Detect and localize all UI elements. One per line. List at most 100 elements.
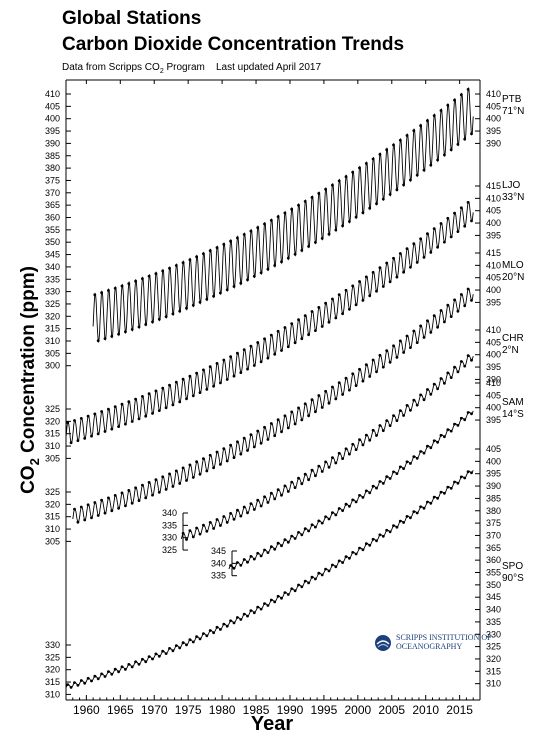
data-point [171, 485, 175, 488]
data-point [375, 486, 378, 490]
data-point [185, 479, 188, 482]
station-latitude: 71°N [502, 106, 524, 117]
data-point [334, 228, 338, 232]
data-point [222, 622, 226, 626]
data-point [117, 332, 120, 336]
data-point [164, 652, 168, 655]
data-point [412, 242, 416, 246]
data-point [307, 414, 310, 418]
y-tick-label: 325 [45, 404, 60, 414]
data-point [439, 309, 443, 312]
right-tick-label: 370 [486, 530, 501, 540]
data-point [195, 371, 199, 375]
data-point [290, 587, 294, 591]
data-point [314, 329, 317, 332]
data-point [449, 429, 453, 433]
data-point [232, 374, 236, 378]
data-point [358, 280, 361, 283]
right-tick-label: 400 [486, 114, 501, 124]
data-point [195, 635, 199, 639]
data-point [354, 500, 358, 504]
right-tick-label: 320 [486, 654, 501, 664]
data-point [443, 320, 446, 324]
data-point [463, 137, 467, 141]
data-point [246, 511, 249, 515]
data-point [415, 511, 419, 515]
data-point [314, 474, 317, 478]
y-tick-label: 325 [162, 545, 177, 555]
data-point [348, 452, 351, 456]
data-point [130, 420, 134, 423]
data-point [358, 494, 361, 497]
data-point [147, 481, 151, 484]
data-point [246, 367, 249, 371]
data-point [107, 407, 110, 411]
data-point [96, 432, 100, 436]
data-point [283, 414, 287, 418]
data-point [225, 288, 229, 292]
data-point [252, 364, 256, 367]
data-point [470, 358, 473, 362]
data-point [419, 450, 422, 453]
data-point [229, 619, 233, 623]
y-tick-label: 320 [45, 311, 60, 321]
data-point [212, 527, 216, 530]
data-point [93, 501, 97, 504]
data-point [405, 134, 409, 137]
data-point [229, 355, 233, 358]
data-point [409, 178, 412, 182]
data-point [415, 173, 419, 177]
data-point [212, 631, 216, 635]
data-point [436, 387, 439, 391]
data-point [385, 349, 389, 352]
data-point [103, 511, 107, 515]
x-tick-label: 2015 [446, 703, 473, 717]
data-point [375, 539, 378, 543]
data-point [456, 230, 460, 234]
data-point [124, 668, 127, 671]
right-tick-label: 395 [486, 297, 501, 307]
data-point [324, 515, 327, 519]
series-curve-mlo [72, 287, 474, 523]
data-point [307, 581, 310, 585]
right-tick-label: 405 [486, 337, 501, 347]
y-tick-label: 310 [45, 689, 60, 699]
data-point [120, 402, 124, 406]
data-point [263, 602, 266, 605]
data-point [124, 422, 127, 426]
data-point [470, 299, 473, 302]
data-point [331, 385, 334, 389]
y-tick-label: 365 [45, 200, 60, 210]
data-point [344, 288, 348, 292]
data-point [364, 162, 368, 165]
data-point [242, 558, 246, 561]
data-point [426, 319, 429, 323]
data-point [409, 516, 412, 520]
data-point [429, 501, 433, 505]
data-point [324, 187, 327, 191]
data-point [426, 500, 429, 504]
data-point [154, 478, 158, 481]
data-point [337, 507, 341, 510]
data-point [198, 637, 202, 641]
data-point [470, 471, 473, 475]
data-point [453, 422, 456, 426]
data-point [66, 421, 70, 424]
data-point [395, 525, 399, 529]
data-point [90, 434, 93, 438]
data-point [259, 360, 263, 364]
station-name: CHR [502, 333, 524, 344]
data-point [334, 461, 338, 465]
data-point [314, 525, 317, 529]
data-point [436, 325, 439, 329]
data-point [222, 515, 226, 518]
data-point [242, 436, 246, 440]
data-point [236, 351, 239, 355]
data-point [449, 486, 453, 490]
data-point [120, 491, 124, 495]
data-point [327, 401, 331, 405]
data-point [412, 329, 416, 333]
data-point [144, 414, 148, 418]
data-point [215, 246, 219, 250]
data-point [337, 559, 341, 563]
